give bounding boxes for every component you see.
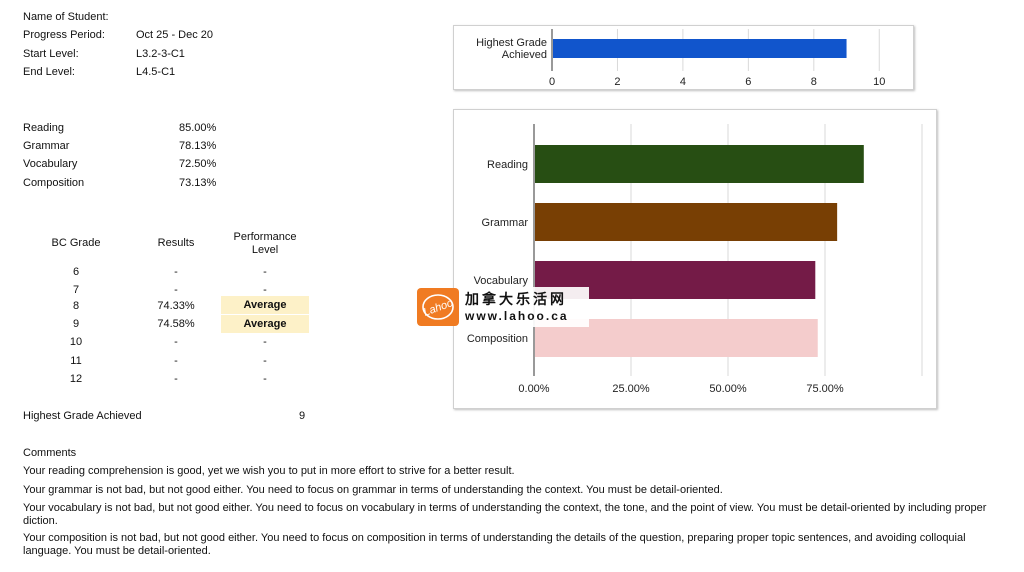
grade-cell: 7: [72, 284, 80, 296]
grade-cell: 11: [70, 355, 82, 367]
comment-grammar: Your grammar is not bad, but not good ei…: [23, 484, 723, 496]
start-level-label: Start Level:: [23, 48, 79, 60]
results-col-header: Results: [157, 237, 195, 249]
x-tick-label: 75.00%: [806, 383, 844, 395]
lahoo-url-text: www.lahoo.ca: [465, 309, 569, 323]
x-tick-label: 50.00%: [709, 383, 747, 395]
comments-title: Comments: [23, 447, 77, 459]
lahoo-text-panel: 加拿大乐活网 www.lahoo.ca: [461, 287, 589, 327]
score-label-composition: Composition: [23, 177, 85, 189]
lahoo-logo-icon: Lahoo: [417, 288, 459, 326]
lahoo-logo-mark: Lahoo: [422, 294, 455, 320]
bar-highest-grade: [553, 39, 847, 58]
category-label: Achieved: [502, 49, 547, 61]
perf-cell: -: [263, 266, 267, 278]
perf-cell-highlight: Average: [221, 315, 309, 333]
skills-chart: 0.00% 25.00% 50.00% 75.00% Reading Grammar Voc…: [467, 124, 923, 395]
progress-period-label: Progress Period:: [23, 29, 105, 41]
lahoo-cn-text: 加拿大乐活网: [465, 291, 567, 307]
score-value-vocabulary: 72.50%: [179, 158, 217, 170]
result-cell: -: [174, 373, 178, 385]
x-tick-label: 4: [680, 76, 686, 88]
performance-col-header: Performance Level: [221, 231, 309, 257]
performance-col-header-line1: Performance: [233, 231, 297, 243]
x-tick-label: 2: [614, 76, 620, 88]
grade-col-header: BC Grade: [51, 237, 101, 249]
result-cell: -: [174, 355, 178, 367]
result-cell: -: [174, 336, 178, 348]
performance-col-header-line2: Level: [251, 244, 279, 256]
progress-period-value: Oct 25 - Dec 20: [136, 29, 214, 41]
table-row-grade-6: 6: [36, 263, 116, 281]
lahoo-watermark: Lahoo 加拿大乐活网 www.lahoo.ca: [417, 285, 589, 327]
highest-grade-label: Highest Grade Achieved: [23, 410, 142, 422]
x-tick-label: 6: [745, 76, 751, 88]
result-cell: -: [174, 284, 178, 296]
perf-cell: -: [263, 355, 267, 367]
comment-vocabulary: Your vocabulary is not bad, but not good…: [23, 502, 987, 527]
comment-composition: Your composition is not bad, but not goo…: [23, 532, 966, 557]
x-tick-label: 8: [811, 76, 817, 88]
perf-cell-highlight: Average: [221, 296, 309, 314]
result-cell: -: [174, 266, 178, 278]
score-label-vocabulary: Vocabulary: [23, 158, 78, 170]
start-level-value: L3.2-3-C1: [136, 48, 185, 60]
perf-cell: -: [263, 373, 267, 385]
category-label: Grammar: [482, 217, 529, 229]
score-label-grammar: Grammar: [23, 140, 70, 152]
x-tick-label: 10: [873, 76, 885, 88]
category-label: Vocabulary: [474, 275, 529, 287]
category-label: Composition: [467, 333, 528, 345]
end-level-label: End Level:: [23, 66, 75, 78]
result-cell: 74.58%: [157, 318, 195, 330]
highest-grade-value: 9: [299, 410, 306, 422]
score-label-reading: Reading: [23, 122, 64, 134]
end-level-value: L4.5-C1: [136, 66, 176, 78]
score-value-reading: 85.00%: [179, 122, 217, 134]
perf-cell: -: [263, 336, 267, 348]
comment-reading: Your reading comprehension is good, yet …: [23, 465, 515, 477]
grade-cell: 9: [72, 318, 80, 330]
x-tick-label: 0: [549, 76, 555, 88]
grade-cell: 10: [69, 336, 83, 348]
skills-chart-frame: 0.00% 25.00% 50.00% 75.00% Reading Grammar Voc…: [453, 109, 937, 409]
bar-reading: [535, 145, 864, 183]
bar-grammar: [535, 203, 838, 241]
student-name-label: Name of Student:: [23, 11, 109, 23]
x-tick-label: 0.00%: [518, 383, 549, 395]
grade-cell: 6: [72, 266, 80, 278]
category-label: Highest Grade: [476, 37, 547, 49]
category-label: Reading: [487, 159, 528, 171]
grade-cell: 8: [72, 300, 80, 312]
grade-cell: 12: [69, 373, 83, 385]
x-tick-label: 25.00%: [612, 383, 650, 395]
score-value-composition: 73.13%: [179, 177, 217, 189]
highest-grade-chart-frame: 0 2 4 6 8 10 Highest Grade Achieved: [453, 25, 914, 90]
lahoo-logo-text: Lahoo: [422, 297, 455, 319]
result-cell: 74.33%: [157, 300, 195, 312]
score-value-grammar: 78.13%: [179, 140, 217, 152]
perf-cell: -: [263, 284, 267, 296]
